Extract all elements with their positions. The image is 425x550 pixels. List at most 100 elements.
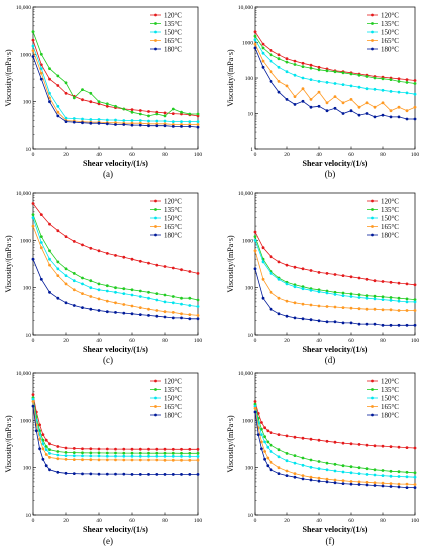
series-120C — [31, 202, 200, 275]
data-point — [301, 456, 305, 460]
data-point — [293, 301, 297, 305]
y-tick-label: 10,000 — [238, 5, 253, 11]
data-point — [155, 473, 159, 476]
data-point — [317, 438, 321, 442]
data-point — [301, 87, 305, 91]
data-point — [333, 469, 337, 473]
data-point — [196, 473, 200, 476]
data-point — [138, 473, 142, 476]
data-point — [130, 304, 134, 308]
data-point — [97, 288, 101, 292]
data-point — [155, 263, 159, 267]
legend-marker — [154, 30, 157, 34]
legend-entry: 180°C — [381, 45, 399, 53]
data-point — [373, 105, 377, 109]
data-point — [44, 438, 48, 442]
data-point — [277, 296, 281, 300]
data-point — [138, 123, 142, 127]
data-point — [72, 272, 76, 275]
data-point — [72, 120, 76, 124]
data-point — [122, 287, 126, 291]
data-point — [413, 309, 417, 312]
series-150C — [253, 38, 417, 96]
data-point — [397, 281, 401, 285]
data-point — [48, 257, 51, 261]
data-point — [263, 435, 266, 439]
data-point — [261, 46, 265, 50]
legend-entry: 165°C — [381, 37, 399, 45]
data-point — [333, 440, 337, 444]
data-point — [325, 69, 329, 73]
data-point — [31, 393, 35, 396]
data-point — [39, 71, 43, 75]
data-point — [138, 451, 142, 455]
data-point — [147, 307, 150, 311]
x-tick-label: 20 — [63, 518, 69, 524]
data-point — [309, 63, 313, 67]
data-point — [105, 252, 109, 255]
x-tick-label: 20 — [284, 338, 290, 344]
legend-marker — [154, 47, 157, 51]
data-point — [341, 294, 345, 297]
data-point — [253, 404, 257, 408]
legend-entry: 135°C — [381, 386, 399, 394]
x-tick-label: 80 — [380, 152, 386, 158]
data-point — [413, 283, 417, 287]
data-point — [114, 472, 117, 476]
y-tick-label: 1000 — [20, 238, 31, 244]
x-tick-label: 100 — [194, 152, 203, 158]
data-point — [325, 81, 329, 84]
data-point — [325, 305, 329, 308]
series-180C — [253, 410, 417, 489]
legend-entry: 180°C — [381, 231, 399, 239]
data-point — [373, 468, 377, 472]
data-point — [41, 447, 45, 451]
data-point — [64, 446, 68, 450]
data-point — [261, 296, 265, 300]
data-point — [38, 447, 41, 451]
data-point — [266, 464, 270, 468]
data-point — [56, 274, 60, 277]
data-point — [39, 77, 43, 81]
data-point — [105, 118, 109, 122]
legend-entry: 150°C — [164, 394, 182, 402]
data-point — [97, 447, 101, 451]
data-point — [277, 448, 281, 452]
data-point — [333, 70, 337, 74]
data-point — [285, 469, 289, 473]
data-point — [89, 458, 93, 462]
data-point — [31, 38, 35, 42]
legend-entry: 135°C — [381, 20, 399, 28]
legend-marker — [154, 13, 157, 17]
data-point — [56, 450, 60, 453]
data-point — [397, 485, 401, 489]
data-point — [31, 49, 35, 52]
data-point — [114, 451, 117, 455]
data-point — [357, 480, 361, 484]
data-point — [31, 44, 35, 48]
data-point — [253, 249, 257, 253]
series-135C — [253, 402, 417, 475]
x-tick-label: 80 — [380, 518, 386, 524]
data-point — [81, 117, 84, 121]
data-point — [293, 472, 297, 475]
legend-marker — [371, 225, 374, 228]
data-point — [188, 313, 192, 316]
data-point — [389, 474, 393, 478]
plot-frame — [254, 192, 416, 336]
data-point — [130, 312, 134, 316]
data-point — [413, 82, 417, 85]
data-point — [72, 454, 76, 458]
panel-label: (c) — [103, 355, 113, 365]
data-point — [389, 485, 393, 488]
y-tick-label: 10,000 — [16, 5, 31, 11]
y-axis-label: Viscosity/(mPa·s) — [4, 235, 13, 293]
data-point — [122, 107, 126, 111]
data-point — [31, 30, 35, 34]
legend-marker — [371, 233, 374, 237]
series-150C — [253, 404, 417, 479]
data-point — [147, 110, 150, 113]
data-point — [64, 235, 68, 239]
data-point — [130, 293, 134, 297]
data-point — [349, 465, 353, 469]
